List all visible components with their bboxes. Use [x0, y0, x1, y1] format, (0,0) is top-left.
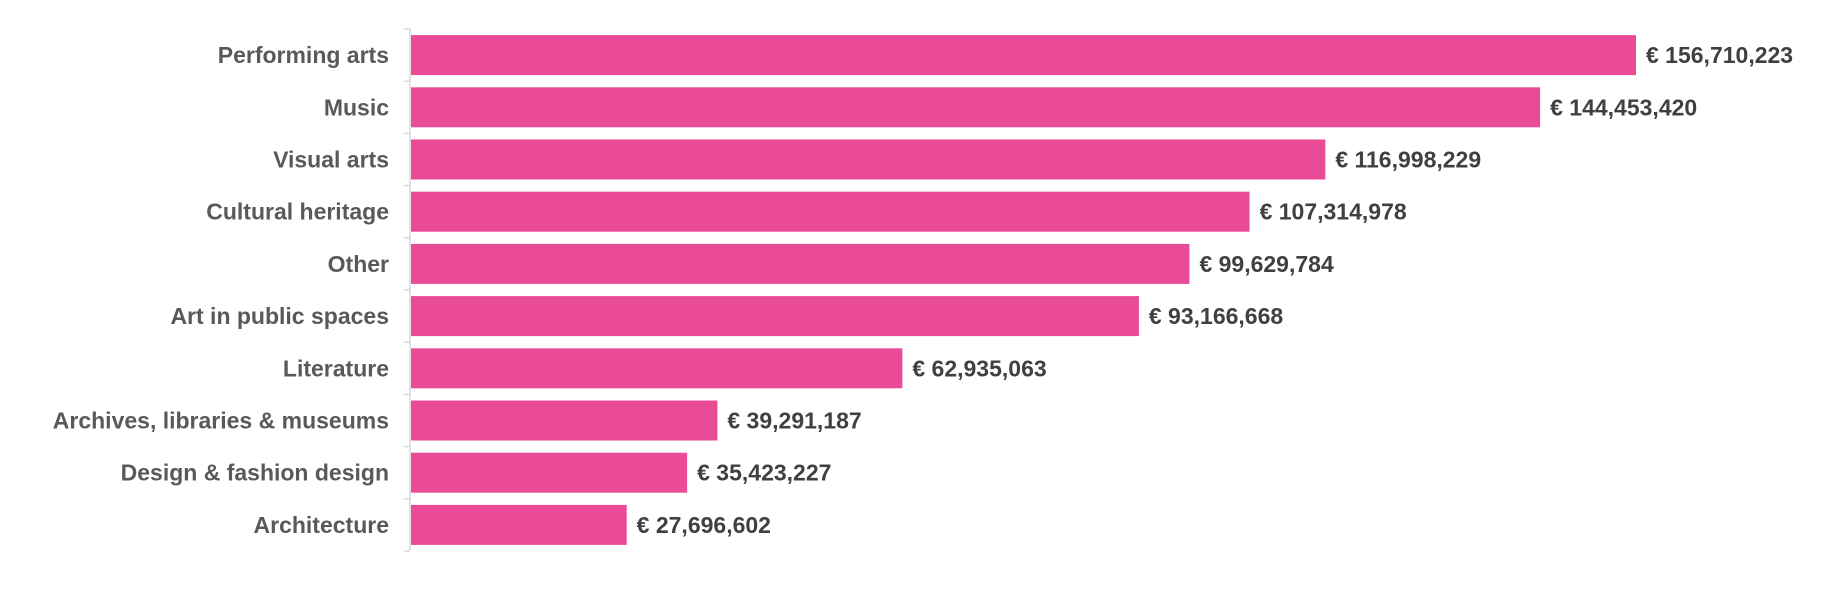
category-label: Design & fashion design	[121, 460, 389, 486]
value-label: € 116,998,229	[1335, 147, 1481, 173]
value-label: € 144,453,420	[1550, 94, 1697, 120]
value-label: € 27,696,602	[637, 512, 771, 538]
bar	[411, 87, 1541, 128]
value-label: € 107,314,978	[1260, 199, 1407, 225]
bar	[411, 452, 688, 493]
category-label: Cultural heritage	[206, 199, 389, 225]
category-label: Performing arts	[218, 42, 389, 68]
bar	[411, 35, 1636, 76]
bar	[411, 400, 718, 441]
y-axis-ticks	[404, 28, 410, 552]
value-label: € 156,710,223	[1646, 42, 1793, 68]
bar	[411, 348, 903, 389]
bar	[411, 504, 627, 545]
bar	[411, 191, 1250, 232]
value-label: € 99,629,784	[1199, 251, 1334, 277]
category-label: Visual arts	[273, 147, 389, 173]
category-label: Literature	[283, 355, 389, 381]
category-label: Other	[328, 251, 389, 277]
category-label: Architecture	[254, 512, 389, 538]
category-label: Music	[324, 94, 389, 120]
category-label: Art in public spaces	[170, 303, 389, 329]
value-labels: € 156,710,223 € 144,453,420 € 116,998,229 €…	[637, 42, 1793, 538]
category-labels: Performing arts Music Visual arts Cultural …	[53, 42, 389, 538]
bar	[411, 139, 1326, 180]
value-label: € 35,423,227	[697, 460, 831, 486]
value-label: € 62,935,063	[912, 355, 1046, 381]
bars-group	[411, 35, 1636, 545]
value-label: € 93,166,668	[1149, 303, 1284, 329]
category-label: Archives, libraries & museums	[53, 408, 389, 434]
bar	[411, 296, 1139, 337]
bar	[411, 243, 1190, 284]
value-label: € 39,291,187	[727, 408, 861, 434]
